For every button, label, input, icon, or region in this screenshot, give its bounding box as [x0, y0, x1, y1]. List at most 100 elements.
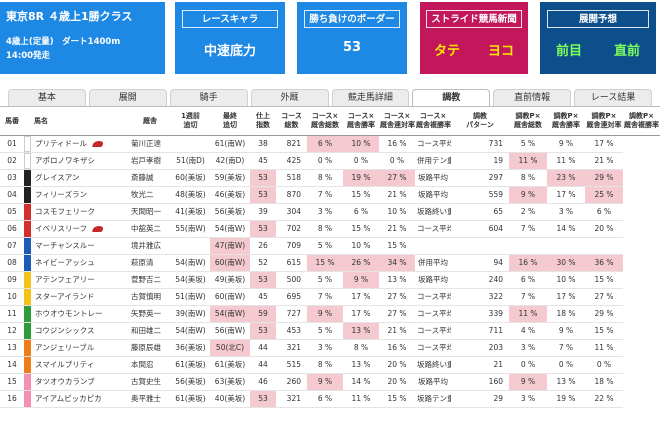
table-row[interactable]: 08 ネイビーアッシュ 萩原清 54(南W) 60(南W) 52 615 15 % 26 % 34…	[0, 254, 660, 272]
horse-name-cell[interactable]: グレイスアン	[33, 169, 129, 187]
cell-w0: 42(南D)	[210, 152, 250, 170]
cell-fin: 53	[250, 220, 276, 238]
table-row[interactable]: 15 タツオウカランブ 古賀史生 56(美坂) 63(美坂) 46 260 9 % 14 % 20…	[0, 373, 660, 391]
horse-name[interactable]: コウジンシックス	[35, 326, 95, 335]
cell-cnt: 453	[276, 322, 307, 340]
table-row[interactable]: 05 コスモフェリーク 天間昭一 41(美坂) 56(美坂) 39 304 3 % 6 % 10 …	[0, 203, 660, 221]
horse-name-cell[interactable]: アイアムピッカピカ	[33, 390, 129, 408]
cell-pw: 9 %	[509, 186, 547, 204]
table-row[interactable]: 06 イベリスリーフ 中舘英二 55(南W) 54(南W) 53 702 8 % 15 % 21 …	[0, 220, 660, 238]
cell-w1: 61(美坂)	[171, 356, 210, 374]
horse-name[interactable]: イベリスリーフ	[35, 224, 88, 233]
cell-fin: 53	[250, 390, 276, 408]
column-header: 1週前 追切	[171, 108, 210, 136]
bracket-swatch	[24, 390, 31, 406]
cell-pc: 339	[451, 305, 509, 323]
table-row[interactable]: 11 ホウオウモントレー 矢野英一 39(南W) 54(南W) 59 727 9 % 17 % 2…	[0, 305, 660, 323]
cell-w0: 63(美坂)	[210, 373, 250, 391]
tab-0[interactable]: 基本	[8, 89, 86, 107]
cell-cnt: 615	[276, 254, 307, 272]
horse-name-cell[interactable]: アンジェリーブル	[33, 339, 129, 357]
horse-name-cell[interactable]: コスモフェリーク	[33, 203, 129, 221]
table-row[interactable]: 03 グレイスアン 斎藤誠 60(美坂) 59(美坂) 53 518 8 % 19 % 27 % 坂…	[0, 169, 660, 187]
horse-name[interactable]: アテンフェアリー	[35, 275, 95, 284]
bracket-swatch	[24, 373, 31, 389]
horse-name[interactable]: プリティドール	[35, 139, 88, 148]
stable-name: 境井雅広	[129, 237, 171, 255]
bracket-color	[24, 203, 33, 221]
cell-pw: 16 %	[509, 254, 547, 272]
bracket-swatch	[24, 169, 31, 185]
horse-name-cell[interactable]: コウジンシックス	[33, 322, 129, 340]
horse-name[interactable]: スターアイランド	[35, 292, 95, 301]
horse-name-cell[interactable]: マーチャンスルー	[33, 237, 129, 255]
cell-pat	[415, 237, 451, 255]
cell-win: 8 %	[307, 220, 343, 238]
tab-3[interactable]: 外厩	[250, 89, 329, 107]
cell-fuku: 27 %	[379, 305, 415, 323]
horse-number: 01	[0, 135, 24, 153]
horse-name[interactable]: マーチャンスルー	[35, 241, 95, 250]
table-row[interactable]: 09 アテンフェアリー 菅野吉二 54(美坂) 49(美坂) 53 500 5 % 9 % 13 …	[0, 271, 660, 289]
cell-pat: 坂路終い重点	[415, 203, 451, 221]
tab-7[interactable]: レース結果	[574, 89, 652, 107]
horse-name[interactable]: アポロノワキザシ	[35, 156, 95, 165]
cell-w0: 49(美坂)	[210, 271, 250, 289]
cell-fuku: 20 %	[379, 373, 415, 391]
table-row[interactable]: 16 アイアムピッカピカ 奥平雅士 61(美坂) 40(美坂) 53 321 6 % 11 % 1…	[0, 390, 660, 408]
stable-name: 矢野英一	[129, 305, 171, 323]
table-row[interactable]: 07 マーチャンスルー 境井雅広 47(南W) 26 709 5 % 10 % 15 %	[0, 237, 660, 255]
column-header: コース 総数	[276, 108, 307, 136]
cell-cnt: 500	[276, 271, 307, 289]
cell-fin: 45	[250, 288, 276, 306]
cell-pc: 21	[451, 356, 509, 374]
cell-cnt: 821	[276, 135, 307, 153]
tab-6[interactable]: 直前情報	[493, 89, 572, 107]
tab-1[interactable]: 展開	[88, 89, 167, 107]
horse-name-cell[interactable]: アテンフェアリー	[33, 271, 129, 289]
cell-pc: 160	[451, 373, 509, 391]
table-row[interactable]: 14 スマイルプリティ 本間忍 61(美坂) 61(美坂) 44 515 8 % 13 % 20 …	[0, 356, 660, 374]
horse-name[interactable]: コスモフェリーク	[35, 207, 95, 216]
cell-w1: 54(美坂)	[171, 271, 210, 289]
horse-name[interactable]: タツオウカランブ	[35, 377, 95, 386]
horse-name[interactable]: アイアムピッカピカ	[35, 394, 102, 403]
table-row[interactable]: 02 アポロノワキザシ 岩戸孝樹 51(南D) 42(南D) 45 425 0 % 0 % 0 %…	[0, 152, 660, 170]
horse-name-cell[interactable]: アポロノワキザシ	[33, 152, 129, 170]
horse-name[interactable]: グレイスアン	[35, 173, 80, 182]
table-row[interactable]: 12 コウジンシックス 和田雄二 54(南W) 56(南W) 53 453 5 % 13 % 21…	[0, 322, 660, 340]
horse-name-cell[interactable]: ネイビーアッシュ	[33, 254, 129, 272]
horse-name-cell[interactable]: タツオウカランブ	[33, 373, 129, 391]
cell-w0: 54(南W)	[210, 220, 250, 238]
cell-fin: 45	[250, 152, 276, 170]
horse-name[interactable]: ネイビーアッシュ	[35, 258, 95, 267]
cell-pc: 297	[451, 169, 509, 187]
horse-name[interactable]: スマイルプリティ	[35, 360, 95, 369]
horse-number: 11	[0, 305, 24, 323]
tab-2[interactable]: 騎手	[169, 89, 248, 107]
table-row[interactable]: 13 アンジェリーブル 藤原辰雄 36(美坂) 50(北C) 44 321 3 % 8 % 16 …	[0, 339, 660, 357]
cell-cnt: 702	[276, 220, 307, 238]
cell-fuku: 34 %	[379, 254, 415, 272]
cell-pf: 29 %	[585, 305, 623, 323]
horse-name-cell[interactable]: スターアイランド	[33, 288, 129, 306]
tab-4[interactable]: 競走馬詳細	[331, 89, 410, 107]
table-row[interactable]: 01 プリティドール 菊川正達 61(南W) 38 821 6 % 10 % 16 % コース平均…	[0, 135, 660, 153]
bracket-color	[24, 288, 33, 306]
horse-name-cell[interactable]: プリティドール	[33, 135, 129, 153]
table-row[interactable]: 04 フィリーズラン 牧光二 48(美坂) 46(美坂) 53 870 7 % 15 % 21 %…	[0, 186, 660, 204]
horse-name[interactable]: アンジェリーブル	[35, 343, 95, 352]
horse-name-cell[interactable]: ホウオウモントレー	[33, 305, 129, 323]
stable-name: 天間昭一	[129, 203, 171, 221]
tab-5[interactable]: 調教	[412, 89, 491, 107]
horse-name-cell[interactable]: フィリーズラン	[33, 186, 129, 204]
table-row[interactable]: 10 スターアイランド 古賀慎明 51(南W) 60(南W) 45 695 7 % 17 % 27…	[0, 288, 660, 306]
column-header: 仕上 指数	[250, 108, 276, 136]
horse-name[interactable]: フィリーズラン	[35, 190, 87, 199]
horse-name[interactable]: ホウオウモントレー	[35, 309, 103, 318]
cell-ren: 10 %	[343, 237, 379, 255]
horse-name-cell[interactable]: スマイルプリティ	[33, 356, 129, 374]
cell-w0: 56(美坂)	[210, 203, 250, 221]
horse-name-cell[interactable]: イベリスリーフ	[33, 220, 129, 238]
cell-win: 3 %	[307, 203, 343, 221]
